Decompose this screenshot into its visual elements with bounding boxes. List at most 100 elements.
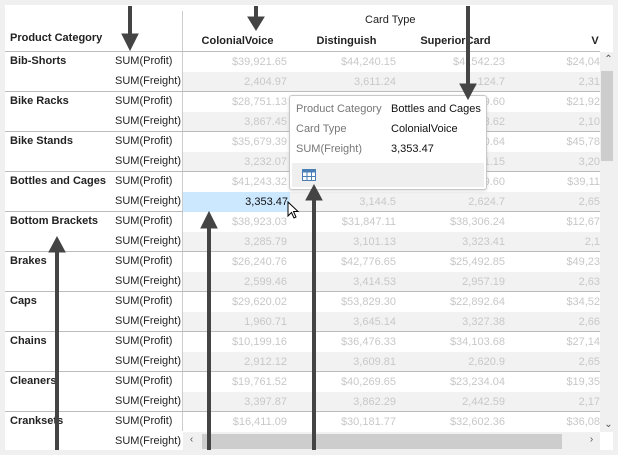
row-category-label[interactable]: Bib-Shorts <box>10 55 67 67</box>
value-cell[interactable]: $35,679.39 <box>231 136 287 148</box>
value-cell[interactable]: 2,10 <box>578 116 600 128</box>
value-cell[interactable]: $4 ,542.23 <box>453 56 505 68</box>
value-cell[interactable]: 9.60 <box>483 176 505 188</box>
value-cell[interactable]: $36,08 <box>566 416 600 428</box>
value-cell[interactable]: 9.60 <box>483 96 505 108</box>
value-cell[interactable]: 2,599.46 <box>244 276 287 288</box>
column-dimension-header[interactable]: Card Type <box>365 14 416 26</box>
value-cell[interactable]: 0.64 <box>483 136 505 148</box>
value-cell[interactable]: $44,240.15 <box>340 56 396 68</box>
value-cell[interactable]: $34,52 <box>566 296 600 308</box>
value-cell[interactable]: 3,862.29 <box>353 396 396 408</box>
value-cell[interactable]: $40,269.65 <box>340 376 396 388</box>
value-cell[interactable]: ,124.7 <box>474 76 505 88</box>
value-cell[interactable]: $21,92 <box>566 96 600 108</box>
tooltip-key: Card Type <box>296 123 347 135</box>
measure-label: SUM(Profit) <box>115 175 173 187</box>
row-category-label[interactable]: Bottles and Cages <box>10 175 106 187</box>
column-header-superiorcard[interactable]: SuperiorCard <box>420 35 491 47</box>
row-category-label[interactable]: Cranksets <box>10 415 64 427</box>
vertical-scrollbar[interactable]: ⌃ ⌄ <box>600 52 613 432</box>
value-cell[interactable]: 2,65 <box>578 356 600 368</box>
value-cell[interactable]: 3,327.38 <box>462 316 505 328</box>
scroll-right-icon[interactable]: › <box>589 434 594 445</box>
value-cell[interactable]: $39,11 <box>567 176 600 188</box>
value-cell[interactable]: $19,35 <box>566 376 600 388</box>
value-cell[interactable]: 3,414.53 <box>353 276 396 288</box>
value-cell[interactable]: 2,63 <box>578 276 600 288</box>
horizontal-scroll-thumb[interactable] <box>202 434 562 449</box>
row-dimension-header[interactable]: Product Category <box>10 32 103 44</box>
vertical-scroll-thumb[interactable] <box>601 71 613 161</box>
row-category-label[interactable]: Cleaners <box>10 375 57 387</box>
value-cell[interactable]: $42,776.65 <box>340 256 396 268</box>
value-cell[interactable]: $27,14 <box>566 336 600 348</box>
column-header-colonialvoice[interactable]: ColonialVoice <box>201 35 274 47</box>
value-cell[interactable]: $49,23 <box>566 256 600 268</box>
value-cell[interactable]: $23,234.04 <box>449 376 505 388</box>
column-header-distinguish[interactable]: Distinguish <box>316 35 377 47</box>
value-cell[interactable]: 3,285.79 <box>244 236 287 248</box>
value-cell[interactable]: 3,232.07 <box>244 156 287 168</box>
value-cell[interactable]: 1,960.71 <box>244 316 287 328</box>
value-cell[interactable]: $22,892.64 <box>449 296 505 308</box>
value-cell[interactable]: 2,442.59 <box>462 396 505 408</box>
value-cell[interactable]: 2,620.9 <box>468 356 505 368</box>
value-cell[interactable]: 3,323.41 <box>462 236 505 248</box>
value-cell[interactable]: $16,411.09 <box>232 416 287 428</box>
value-cell[interactable]: 3,20 <box>578 156 600 168</box>
value-cell[interactable]: $25,492.85 <box>449 256 505 268</box>
value-cell[interactable]: $39,921.65 <box>231 56 287 68</box>
value-cell[interactable]: $26,240.76 <box>231 256 287 268</box>
value-cell[interactable]: $31,847.11 <box>341 216 396 228</box>
row-category-label[interactable]: Bike Stands <box>10 135 73 147</box>
row-category-label[interactable]: Caps <box>10 295 37 307</box>
table-row: Cranksets SUM(Profit) $16,411.09 $30,181.77… <box>5 412 600 432</box>
scroll-left-icon[interactable]: ‹ <box>189 434 194 445</box>
horizontal-scrollbar[interactable]: ‹ › <box>183 433 600 450</box>
value-cell[interactable]: 2,957.19 <box>462 276 505 288</box>
table-row: Bike Stands SUM(Profit) $35,679.39 0.64 $45,… <box>5 132 600 152</box>
value-cell[interactable]: 2,66 <box>578 316 600 328</box>
selected-cell[interactable]: 3,353.47 <box>183 192 290 212</box>
row-category-label[interactable]: Brakes <box>10 255 47 267</box>
value-cell[interactable]: 3,867.45 <box>244 116 287 128</box>
value-cell[interactable]: $45,78 <box>566 136 600 148</box>
value-cell[interactable]: 3,397.87 <box>244 396 287 408</box>
value-cell[interactable]: $12,67 <box>566 216 600 228</box>
value-cell[interactable]: 3,609.81 <box>353 356 396 368</box>
value-cell[interactable]: 3,611.24 <box>353 76 396 88</box>
table-icon[interactable] <box>302 169 316 181</box>
value-cell[interactable]: 8.62 <box>483 116 505 128</box>
value-cell[interactable]: $41,243.32 <box>231 176 287 188</box>
value-cell[interactable]: 2,624.7 <box>468 196 505 208</box>
value-cell[interactable]: 3,645.14 <box>353 316 396 328</box>
value-cell[interactable]: $10,199.16 <box>231 336 287 348</box>
value-cell[interactable]: $53,829.30 <box>340 296 396 308</box>
value-cell[interactable]: $32,602.36 <box>449 416 505 428</box>
scroll-up-icon[interactable]: ⌃ <box>604 54 613 65</box>
value-cell[interactable]: 3,144.5 <box>359 196 396 208</box>
value-cell[interactable]: $19,761.52 <box>231 376 287 388</box>
value-cell[interactable]: $24,04 <box>566 56 600 68</box>
column-header-4[interactable]: V <box>591 35 599 47</box>
value-cell[interactable]: $30,181.77 <box>340 416 396 428</box>
value-cell[interactable]: 2,912.12 <box>244 356 287 368</box>
row-category-label[interactable]: Bike Racks <box>10 95 69 107</box>
value-cell[interactable]: 2,65 <box>578 196 600 208</box>
value-cell[interactable]: $28,751.13 <box>231 96 287 108</box>
value-cell[interactable]: 2,31 <box>578 76 600 88</box>
value-cell[interactable]: $38,923.03 <box>231 216 287 228</box>
value-cell[interactable]: 1.15 <box>483 156 505 168</box>
value-cell[interactable]: $34,103.68 <box>449 336 505 348</box>
row-category-label[interactable]: Chains <box>10 335 47 347</box>
value-cell[interactable]: 3,101.13 <box>353 236 396 248</box>
value-cell[interactable]: 2,404.97 <box>244 76 287 88</box>
scroll-down-icon[interactable]: ⌄ <box>604 419 613 430</box>
value-cell[interactable]: $36,476.33 <box>340 336 396 348</box>
value-cell[interactable]: $29,620.02 <box>231 296 287 308</box>
value-cell[interactable]: 2,17 <box>578 396 600 408</box>
value-cell[interactable]: 2,1 <box>584 236 600 248</box>
value-cell[interactable]: $38,306.24 <box>449 216 505 228</box>
row-category-label[interactable]: Bottom Brackets <box>10 215 99 227</box>
